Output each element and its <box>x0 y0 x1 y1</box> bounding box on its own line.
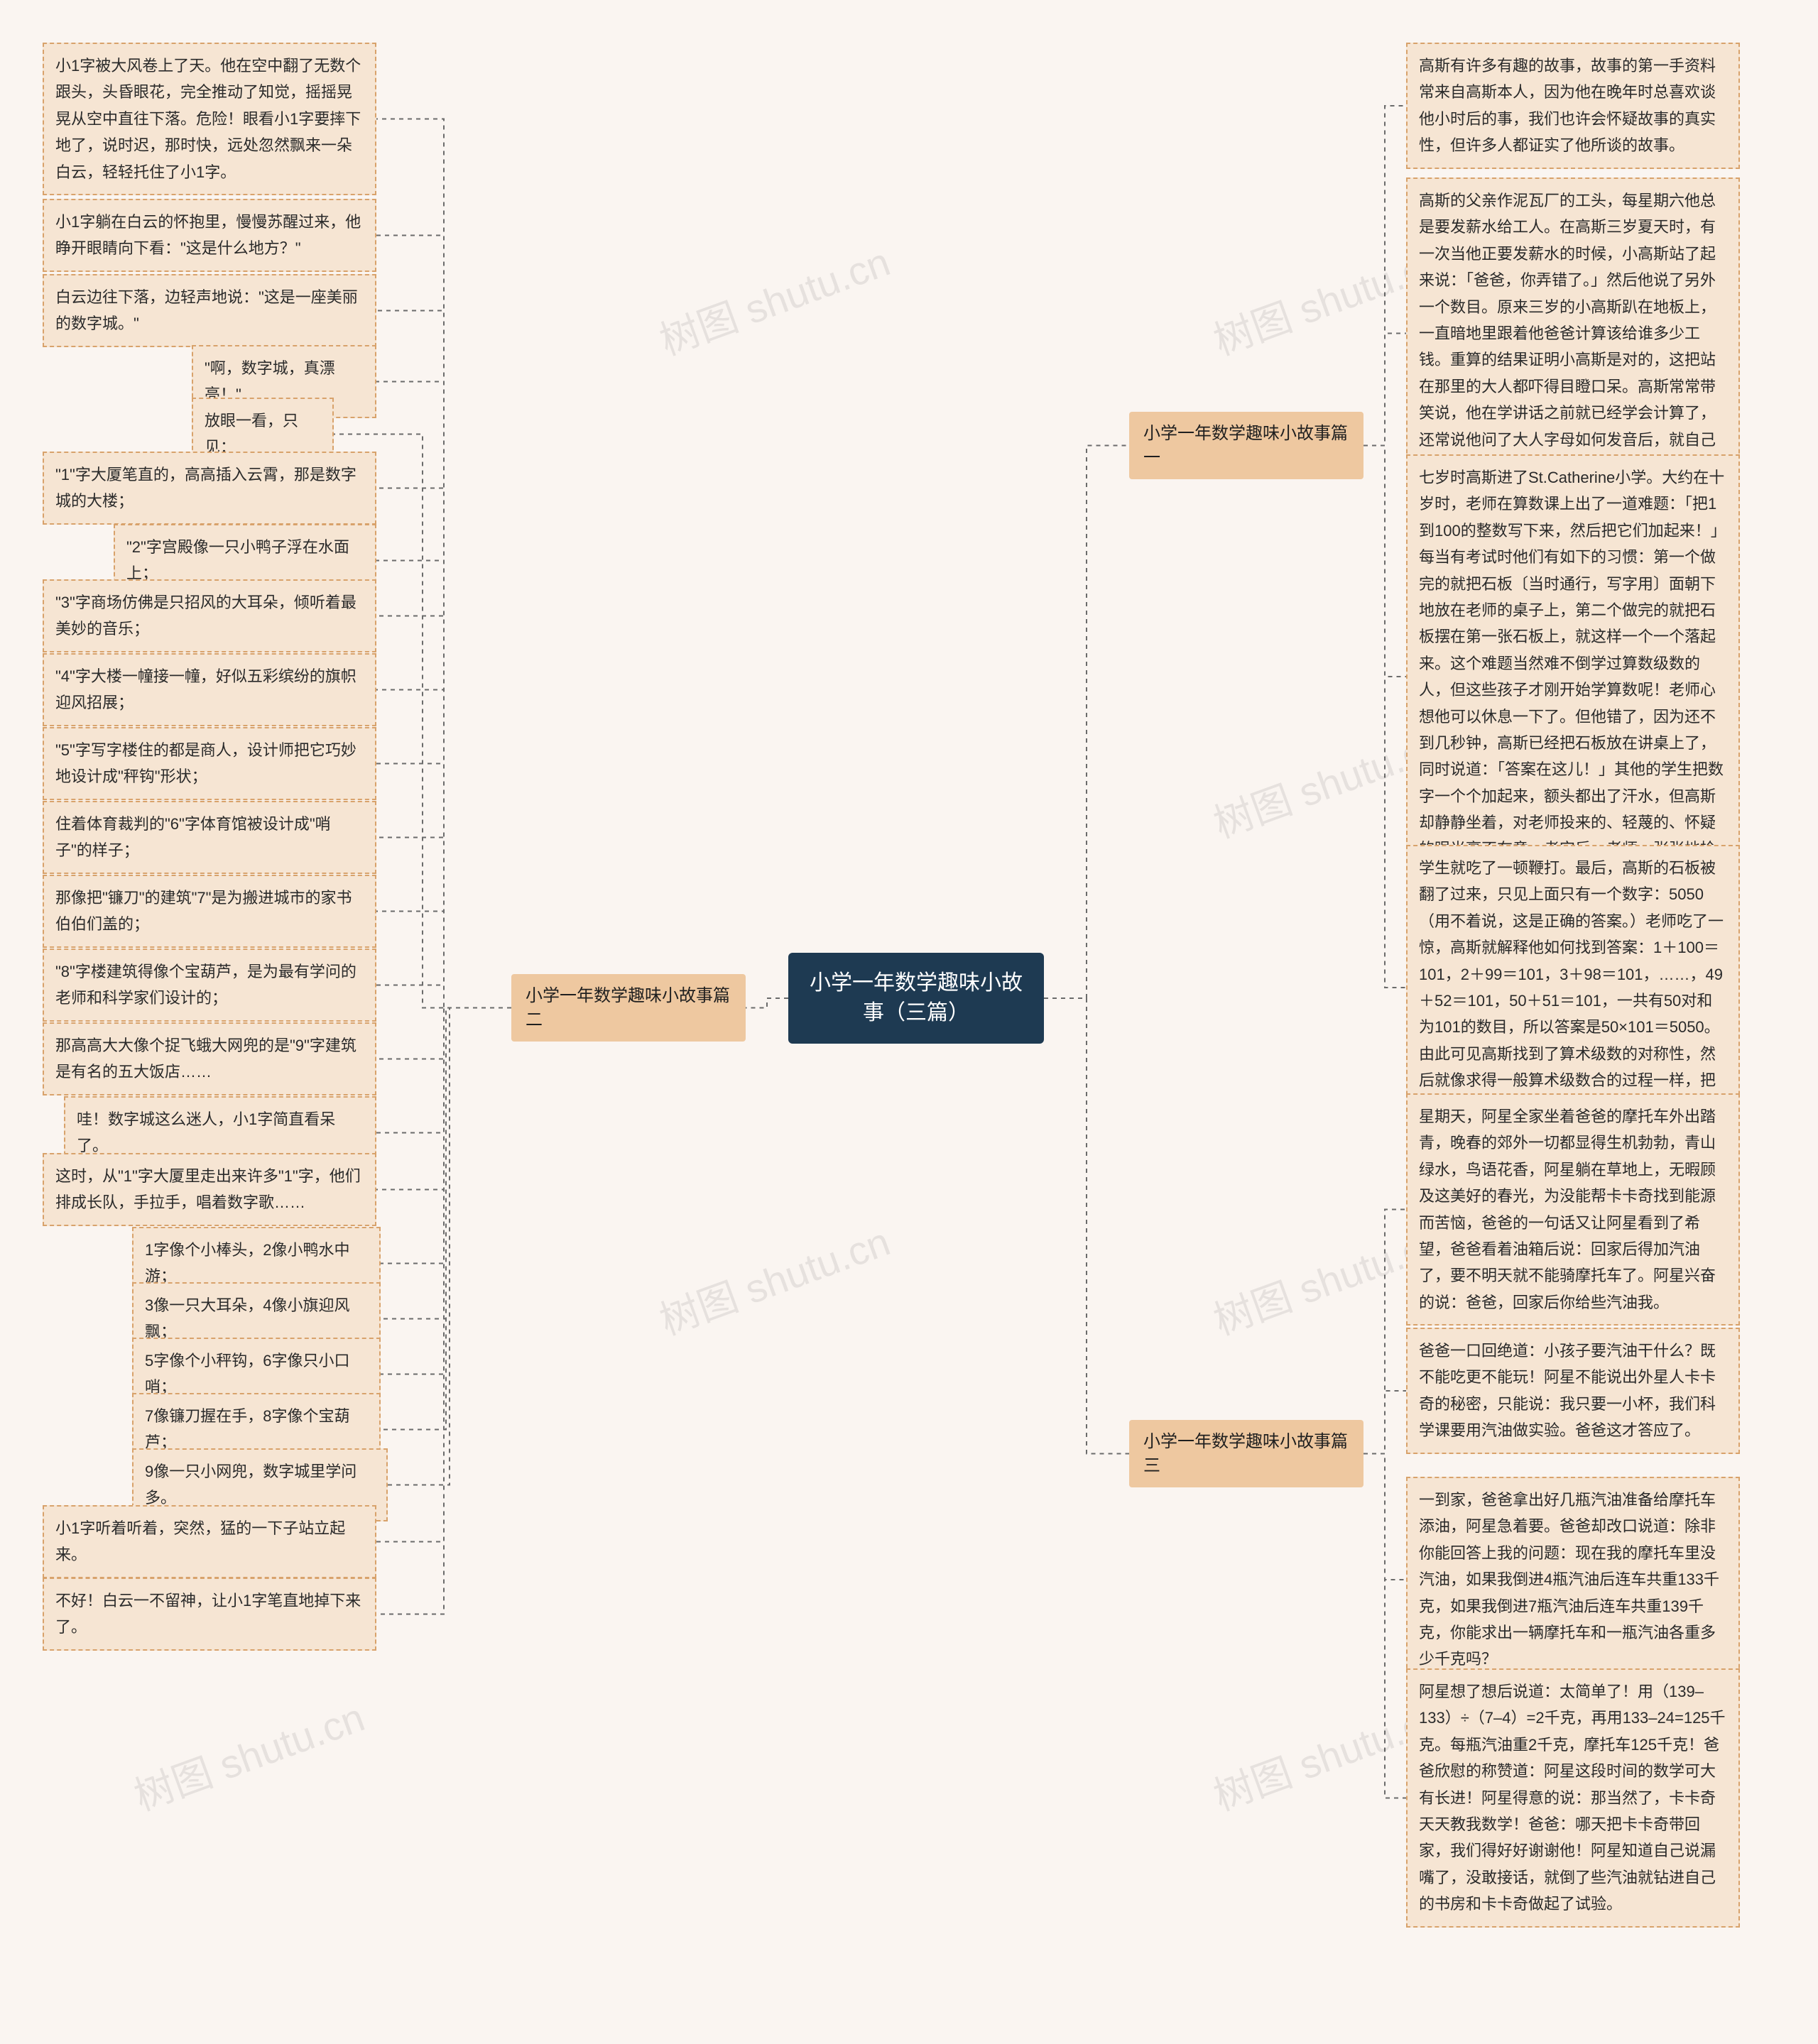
leaf-node: 高斯有许多有趣的故事，故事的第一手资料常来自高斯本人，因为他在晚年时总喜欢谈他小… <box>1406 43 1740 169</box>
leaf-node: 这时，从"1"字大厦里走出来许多"1"字，他们排成长队，手拉手，唱着数字歌…… <box>43 1153 376 1226</box>
watermark: 树图 shutu.cn <box>125 1685 371 1822</box>
leaf-node: 阿星想了想后说道：太简单了！用（139–133）÷（7–4）=2千克，再用133… <box>1406 1668 1740 1928</box>
leaf-node: 小1字躺在白云的怀抱里，慢慢苏醒过来，他睁开眼睛向下看："这是什么地方？" <box>43 199 376 272</box>
branch-node: 小学一年数学趣味小故事篇二 <box>511 974 746 1042</box>
leaf-node: 爸爸一口回绝道：小孩子要汽油干什么？既不能吃更不能玩！阿星不能说出外星人卡卡奇的… <box>1406 1328 1740 1454</box>
leaf-node: 那高高大大像个捉飞蛾大网兜的是"9"字建筑是有名的五大饭店…… <box>43 1022 376 1095</box>
leaf-node: 高斯的父亲作泥瓦厂的工头，每星期六他总是要发薪水给工人。在高斯三岁夏天时，有一次… <box>1406 177 1740 489</box>
leaf-node: "5"字写字楼住的都是商人，设计师把它巧妙地设计成"秤钩"形状； <box>43 727 376 800</box>
watermark: 树图 shutu.cn <box>651 1210 897 1346</box>
branch-node: 小学一年数学趣味小故事篇三 <box>1129 1420 1364 1487</box>
leaf-node: "8"字楼建筑得像个宝葫芦，是为最有学问的老师和科学家们设计的； <box>43 949 376 1022</box>
leaf-node: 学生就吃了一顿鞭打。最后，高斯的石板被翻了过来，只见上面只有一个数字：5050（… <box>1406 845 1740 1130</box>
leaf-node: 七岁时高斯进了St.Catherine小学。大约在十岁时，老师在算数课上出了一道… <box>1406 454 1740 899</box>
leaf-node: 星期天，阿星全家坐着爸爸的摩托车外出踏青，晚春的郊外一切都显得生机勃勃，青山绿水… <box>1406 1093 1740 1326</box>
leaf-node: 那像把"镰刀"的建筑"7"是为搬进城市的家书伯伯们盖的； <box>43 875 376 948</box>
watermark: 树图 shutu.cn <box>651 230 897 366</box>
center-node: 小学一年数学趣味小故事（三篇） <box>788 953 1044 1044</box>
leaf-node: 住着体育裁判的"6"字体育馆被设计成"哨子"的样子； <box>43 801 376 874</box>
leaf-node: 小1字被大风卷上了天。他在空中翻了无数个跟头，头昏眼花，完全推动了知觉，摇摇晃晃… <box>43 43 376 195</box>
leaf-node: 小1字听着听着，突然，猛的一下子站立起来。 <box>43 1505 376 1578</box>
leaf-node: "3"字商场仿佛是只招风的大耳朵，倾听着最美妙的音乐； <box>43 579 376 652</box>
branch-node: 小学一年数学趣味小故事篇一 <box>1129 412 1364 479</box>
leaf-node: "1"字大厦笔直的，高高插入云霄，那是数字城的大楼； <box>43 452 376 525</box>
leaf-node: 白云边往下落，边轻声地说："这是一座美丽的数字城。" <box>43 274 376 347</box>
leaf-node: 不好！白云一不留神，让小1字笔直地掉下来了。 <box>43 1578 376 1651</box>
leaf-node: "4"字大楼一幢接一幢，好似五彩缤纷的旗帜迎风招展； <box>43 653 376 726</box>
leaf-node: 一到家，爸爸拿出好几瓶汽油准备给摩托车添油，阿星急着要。爸爸却改口说道：除非你能… <box>1406 1477 1740 1683</box>
